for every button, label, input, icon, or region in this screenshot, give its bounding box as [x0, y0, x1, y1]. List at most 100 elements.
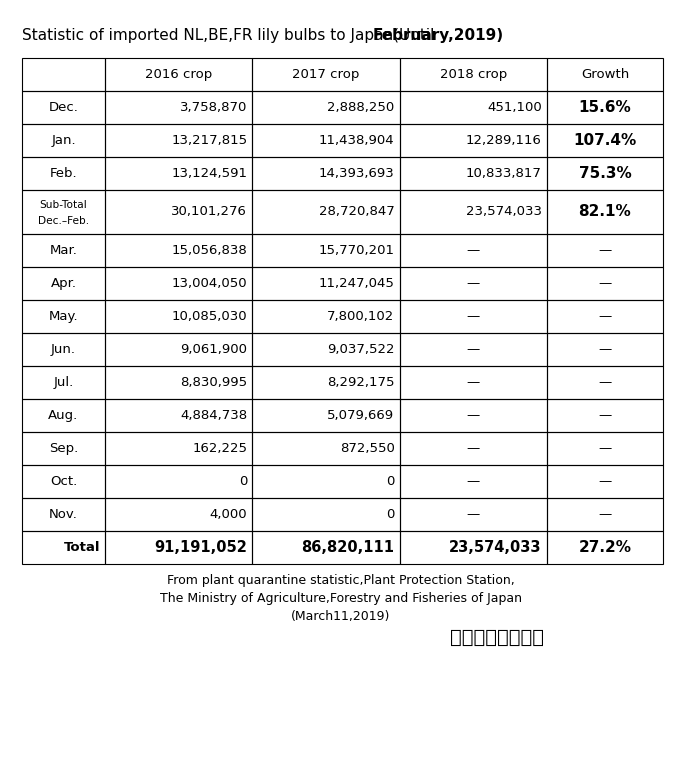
Text: 11,438,904: 11,438,904 — [319, 134, 394, 147]
Text: —: — — [598, 475, 612, 488]
Text: 23,574,033: 23,574,033 — [449, 540, 542, 555]
Bar — [105, 58, 252, 91]
Bar — [252, 399, 400, 432]
Text: —: — — [598, 310, 612, 323]
Bar — [252, 300, 400, 333]
Bar — [105, 234, 252, 267]
Text: Statistic of imported NL,BE,FR lily bulbs to Japan(Until: Statistic of imported NL,BE,FR lily bulb… — [22, 28, 439, 43]
Text: 3,758,870: 3,758,870 — [180, 101, 247, 114]
Text: 13,004,050: 13,004,050 — [172, 277, 247, 290]
Text: 162,225: 162,225 — [192, 442, 247, 455]
Text: 10,085,030: 10,085,030 — [172, 310, 247, 323]
Bar — [105, 498, 252, 531]
Text: 0: 0 — [239, 475, 247, 488]
Bar — [252, 190, 400, 234]
Text: 86,820,111: 86,820,111 — [302, 540, 394, 555]
Bar — [22, 91, 105, 124]
Bar — [252, 91, 400, 124]
Text: 13,124,591: 13,124,591 — [172, 167, 247, 180]
Text: 4,000: 4,000 — [210, 508, 247, 521]
Bar — [547, 58, 663, 91]
Bar — [400, 432, 547, 465]
Bar — [400, 267, 547, 300]
Bar — [400, 366, 547, 399]
Text: —: — — [466, 277, 479, 290]
Bar — [252, 58, 400, 91]
Bar — [252, 465, 400, 498]
Bar — [400, 498, 547, 531]
Bar — [22, 366, 105, 399]
Text: Sub-Total: Sub-Total — [39, 200, 87, 209]
Text: 10,833,817: 10,833,817 — [466, 167, 542, 180]
Bar — [252, 498, 400, 531]
Text: Oct.: Oct. — [50, 475, 77, 488]
Bar — [252, 124, 400, 157]
Text: —: — — [466, 310, 479, 323]
Text: —: — — [598, 442, 612, 455]
Bar — [22, 465, 105, 498]
Bar — [400, 58, 547, 91]
Bar — [105, 157, 252, 190]
Text: Jul.: Jul. — [53, 376, 74, 389]
Bar — [105, 366, 252, 399]
Bar — [105, 333, 252, 366]
Bar — [22, 333, 105, 366]
Text: 2017 crop: 2017 crop — [292, 68, 360, 81]
Bar — [547, 366, 663, 399]
Text: Apr.: Apr. — [50, 277, 76, 290]
Text: 15,056,838: 15,056,838 — [172, 244, 247, 257]
Bar — [547, 465, 663, 498]
Text: 2,888,250: 2,888,250 — [328, 101, 394, 114]
Bar — [22, 190, 105, 234]
Bar — [22, 234, 105, 267]
Bar — [105, 300, 252, 333]
Bar — [252, 234, 400, 267]
Text: 15,770,201: 15,770,201 — [319, 244, 394, 257]
Text: 14,393,693: 14,393,693 — [319, 167, 394, 180]
Bar — [547, 432, 663, 465]
Bar — [400, 465, 547, 498]
Bar — [400, 91, 547, 124]
Text: —: — — [598, 376, 612, 389]
Text: —: — — [598, 343, 612, 356]
Text: —: — — [466, 442, 479, 455]
Text: —: — — [466, 343, 479, 356]
Text: 451,100: 451,100 — [487, 101, 542, 114]
Bar — [547, 124, 663, 157]
Text: 82.1%: 82.1% — [578, 204, 631, 219]
Bar — [547, 531, 663, 564]
Text: 8,292,175: 8,292,175 — [327, 376, 394, 389]
Text: 7,800,102: 7,800,102 — [328, 310, 394, 323]
Text: Jan.: Jan. — [51, 134, 76, 147]
Bar — [22, 58, 105, 91]
Text: February,2019): February,2019) — [373, 28, 504, 43]
Bar — [252, 531, 400, 564]
Text: 27.2%: 27.2% — [578, 540, 631, 555]
Text: From plant quarantine statistic,Plant Protection Station,: From plant quarantine statistic,Plant Pr… — [167, 574, 514, 587]
Bar — [547, 267, 663, 300]
Bar — [252, 157, 400, 190]
Text: Feb.: Feb. — [50, 167, 78, 180]
Text: The Ministry of Agriculture,Forestry and Fisheries of Japan: The Ministry of Agriculture,Forestry and… — [159, 592, 522, 605]
Bar — [105, 432, 252, 465]
Bar — [547, 190, 663, 234]
Text: —: — — [598, 277, 612, 290]
Text: Growth: Growth — [581, 68, 629, 81]
Text: 28,720,847: 28,720,847 — [319, 206, 394, 219]
Bar — [252, 366, 400, 399]
Bar — [105, 399, 252, 432]
Bar — [400, 300, 547, 333]
Text: 株式会社中村農園: 株式会社中村農園 — [450, 628, 544, 647]
Bar — [547, 333, 663, 366]
Text: Nov.: Nov. — [49, 508, 78, 521]
Text: 91,191,052: 91,191,052 — [155, 540, 247, 555]
Text: Jun.: Jun. — [51, 343, 76, 356]
Bar — [22, 267, 105, 300]
Text: Total: Total — [63, 541, 100, 554]
Bar — [547, 91, 663, 124]
Text: 12,289,116: 12,289,116 — [466, 134, 542, 147]
Bar — [547, 300, 663, 333]
Text: (March11,2019): (March11,2019) — [291, 610, 390, 623]
Text: Mar.: Mar. — [50, 244, 78, 257]
Bar — [22, 300, 105, 333]
